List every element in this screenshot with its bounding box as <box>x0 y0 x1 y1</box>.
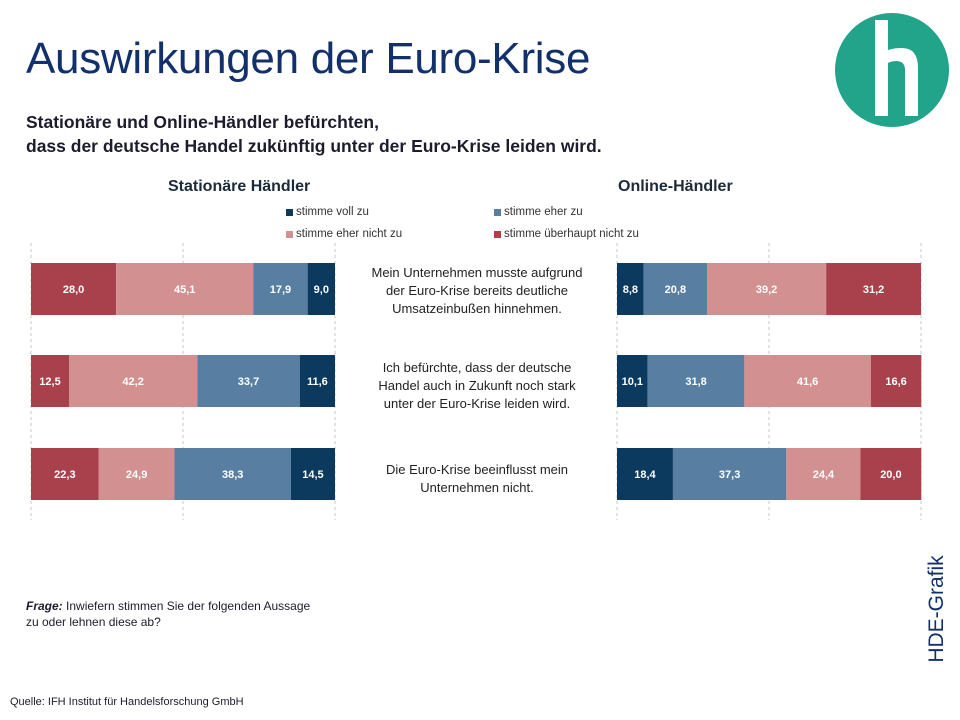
legend-swatch-voll-zu <box>286 208 293 216</box>
survey-question: Frage: Inwiefern stimmen Sie der folgend… <box>26 598 326 630</box>
bar-segment-voll-zu <box>307 263 335 315</box>
data-label: 22,3 <box>54 469 75 481</box>
data-label: 42,2 <box>122 376 143 388</box>
data-label: 24,4 <box>813 469 835 481</box>
data-label: 41,6 <box>797 376 818 388</box>
data-label: 45,1 <box>174 284 195 296</box>
bar-segment-eher-nicht-zu <box>706 263 827 315</box>
bar-segment-eher-nicht-zu <box>69 355 198 407</box>
hde-grafik-label: HDE-Grafik <box>925 555 948 663</box>
data-label: 33,7 <box>238 376 259 388</box>
statement-1-line-2: der Euro-Krise bereits deutliche <box>385 283 569 298</box>
bar-segment-eher-nicht-zu <box>786 448 861 500</box>
legend-item-ueberhaupt-nicht-zu: stimme überhaupt nicht zu <box>494 228 639 240</box>
bar-segment-ueberhaupt-nicht-zu <box>860 448 922 500</box>
legend-label-voll-zu: stimme voll zu <box>296 206 369 218</box>
chart-legend: stimme voll zu stimme eher zu stimme ehe… <box>286 206 706 246</box>
legend-item-eher-zu: stimme eher zu <box>494 206 583 218</box>
data-label: 10,1 <box>622 376 643 388</box>
data-label: 16,6 <box>885 376 906 388</box>
bar-segment-voll-zu <box>617 263 644 315</box>
bar-segment-ueberhaupt-nicht-zu <box>31 448 99 500</box>
bar-segment-eher-zu <box>174 448 291 500</box>
bar-segment-voll-zu <box>299 355 335 407</box>
subtitle-line-2: dass der deutsche Handel zukünftig unter… <box>26 136 602 156</box>
panel-title-stationaer: Stationäre Händler <box>168 178 311 195</box>
statement-1-line-1: Mein Unternehmen musste aufgrund <box>371 265 583 280</box>
statement-1: Mein Unternehmen musste aufgrund der Eur… <box>352 264 602 318</box>
bar-segment-ueberhaupt-nicht-zu <box>31 263 117 315</box>
data-label: 14,5 <box>302 469 323 481</box>
page-title: Auswirkungen der Euro-Krise <box>26 34 591 83</box>
legend-label-eher-nicht-zu: stimme eher nicht zu <box>296 228 403 240</box>
hde-logo-icon <box>834 12 950 133</box>
bar-segment-eher-zu <box>253 263 308 315</box>
legend-swatch-ueberhaupt-nicht-zu <box>494 230 501 238</box>
statement-2-line-3: unter der Euro-Krise leiden wird. <box>383 396 571 411</box>
data-label: 39,2 <box>756 284 777 296</box>
data-label: 8,8 <box>623 284 638 296</box>
statement-2-line-1: Ich befürchte, dass der deutsche <box>382 360 572 375</box>
statement-2: Ich befürchte, dass der deutsche Handel … <box>352 359 602 413</box>
question-label: Frage: <box>26 599 63 613</box>
statement-3-line-2: Unternehmen nicht. <box>420 480 534 495</box>
data-label: 20,8 <box>665 284 686 296</box>
statement-1-line-3: Umsatzeinbußen hinnehmen. <box>392 301 562 316</box>
question-text: Inwiefern stimmen Sie der folgenden Auss… <box>26 599 311 629</box>
subtitle-line-1: Stationäre und Online-Händler befürchten… <box>26 112 379 132</box>
bar-segment-eher-nicht-zu <box>116 263 254 315</box>
data-label: 31,8 <box>685 376 706 388</box>
bar-segment-ueberhaupt-nicht-zu <box>870 355 922 407</box>
statement-3: Die Euro-Krise beeinflusst mein Unterneh… <box>352 461 602 497</box>
statement-3-line-1: Die Euro-Krise beeinflusst mein <box>385 462 569 477</box>
legend-item-voll-zu: stimme voll zu <box>286 206 369 218</box>
bar-segment-eher-zu <box>672 448 787 500</box>
statement-2-line-2: Handel auch in Zukunft noch stark <box>378 378 576 393</box>
data-label: 20,0 <box>880 469 901 481</box>
bar-segment-ueberhaupt-nicht-zu <box>31 355 69 407</box>
data-label: 18,4 <box>634 469 656 481</box>
bar-segment-eher-nicht-zu <box>98 448 175 500</box>
legend-item-eher-nicht-zu: stimme eher nicht zu <box>286 228 402 240</box>
data-label: 31,2 <box>863 284 884 296</box>
source-note: Quelle: IFH Institut für Handelsforschun… <box>10 696 244 708</box>
data-label: 17,9 <box>270 284 291 296</box>
bar-segment-voll-zu <box>617 448 673 500</box>
bar-segment-eher-nicht-zu <box>744 355 871 407</box>
data-label: 24,9 <box>126 469 147 481</box>
bar-segment-ueberhaupt-nicht-zu <box>826 263 921 315</box>
legend-swatch-eher-zu <box>494 208 501 216</box>
bar-segment-eher-zu <box>197 355 300 407</box>
data-label: 28,0 <box>63 284 84 296</box>
legend-label-ueberhaupt-nicht-zu: stimme überhaupt nicht zu <box>504 228 639 240</box>
data-label: 9,0 <box>314 284 329 296</box>
data-label: 38,3 <box>222 469 243 481</box>
data-label: 11,6 <box>307 376 328 388</box>
bar-segment-voll-zu <box>617 355 648 407</box>
legend-swatch-eher-nicht-zu <box>286 230 293 238</box>
bar-segment-eher-zu <box>647 355 745 407</box>
bar-segment-eher-zu <box>643 263 707 315</box>
panel-title-online: Online-Händler <box>618 178 733 195</box>
data-label: 37,3 <box>719 469 740 481</box>
legend-label-eher-zu: stimme eher zu <box>504 206 583 218</box>
bar-segment-voll-zu <box>290 448 335 500</box>
subtitle: Stationäre und Online-Händler befürchten… <box>26 110 806 158</box>
data-label: 12,5 <box>39 376 60 388</box>
